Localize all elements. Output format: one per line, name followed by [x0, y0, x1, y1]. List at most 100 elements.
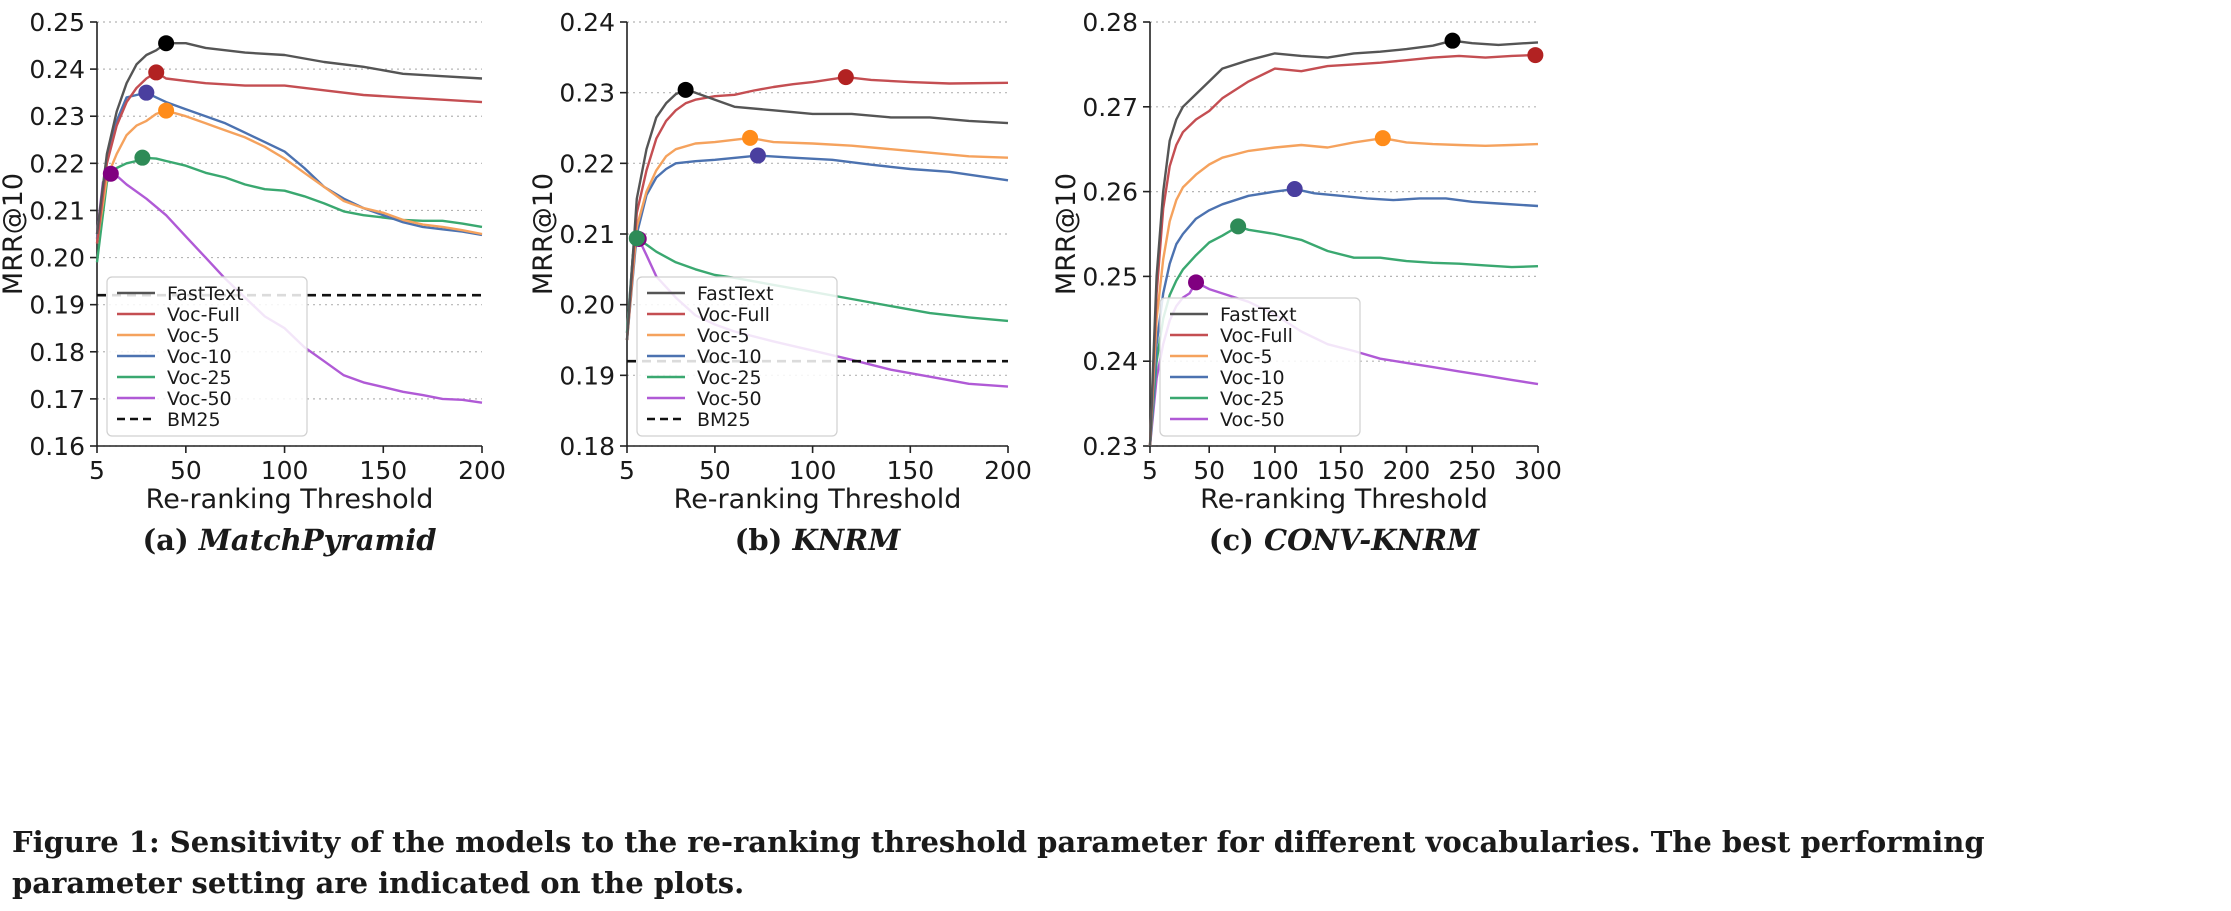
best-point-voc-full: [837, 69, 854, 86]
chart-knrm: 0.18 0.19 0.20 0.21 0.22 0.23 0.24 5 50 100 150 200…: [528, 8, 1032, 557]
y-tick-label: 0.25: [29, 8, 85, 37]
legend: FastTextVoc-FullVoc-5Voc-10Voc-25Voc-50B…: [636, 276, 838, 437]
legend-label-fasttext: FastText: [167, 283, 244, 305]
subfigure-label: (a): [142, 523, 198, 557]
legend-box: [1159, 297, 1361, 437]
legend-label-voc-25: Voc-25: [697, 367, 762, 389]
legend-label-voc-full: Voc-Full: [1220, 325, 1293, 347]
y-axis-label: MRR@10: [0, 173, 29, 295]
y-tick-label: 0.21: [29, 196, 85, 225]
best-point-fasttext: [1444, 32, 1461, 49]
y-tick-label: 0.23: [1082, 432, 1138, 461]
legend-label-voc-10: Voc-10: [167, 346, 232, 368]
subfigure-title: (a) MatchPyramid: [142, 523, 436, 557]
chart-conv-knrm: 0.23 0.24 0.25 0.26 0.27 0.28 5 50 100 150 200 250 3…: [1051, 8, 1562, 557]
series-line-voc-full: [625, 75, 1009, 341]
x-tick-label: 150: [359, 456, 407, 485]
y-tick-label: 0.17: [29, 385, 85, 414]
best-point-voc-50: [102, 165, 119, 182]
best-point-fasttext: [158, 35, 175, 52]
best-point-voc-50: [1188, 274, 1205, 291]
best-point-voc-25: [1230, 218, 1247, 235]
series-line-voc-full: [1148, 53, 1536, 447]
best-point-fasttext: [677, 81, 694, 98]
x-tick-label: 50: [1193, 456, 1225, 485]
subfigure-name: CONV-KNRM: [1264, 523, 1480, 557]
series-line-voc-5: [1148, 137, 1539, 447]
best-point-voc-10: [1286, 181, 1303, 198]
y-tick-label: 0.16: [29, 432, 85, 461]
legend-label-bm25: BM25: [697, 409, 751, 431]
legend-label-voc-50: Voc-50: [1220, 409, 1285, 431]
x-tick-label: 200: [984, 456, 1032, 485]
best-point-voc-5: [1374, 130, 1391, 147]
caption-line-1: Figure 1: Sensitivity of the models to t…: [12, 825, 1985, 859]
series-line-voc-5: [95, 109, 483, 244]
y-axis-label: MRR@10: [528, 173, 559, 295]
subfigure-title: (b) KNRM: [735, 523, 902, 557]
y-tick-label: 0.22: [29, 149, 85, 178]
figure-caption: Figure 1: Sensitivity of the models to t…: [12, 825, 1985, 900]
y-tick-label: 0.18: [29, 338, 85, 367]
subfigure-title: (c) CONV-KNRM: [1209, 523, 1480, 557]
y-tick-label: 0.23: [29, 102, 85, 131]
best-point-voc-25: [134, 149, 151, 166]
x-tick-label: 5: [89, 456, 105, 485]
legend-box: [636, 276, 838, 437]
x-axis-label: Re-ranking Threshold: [674, 484, 962, 515]
x-axis-label: Re-ranking Threshold: [146, 484, 434, 515]
caption-line-2: parameter setting are indicated on the p…: [12, 866, 744, 900]
y-tick-label: 0.24: [1082, 347, 1138, 376]
series-line-fasttext: [95, 42, 483, 235]
x-tick-label: 150: [886, 456, 934, 485]
series-line-voc-10: [95, 91, 483, 239]
y-tick-label: 0.24: [29, 55, 85, 84]
legend-label-voc-full: Voc-Full: [167, 304, 240, 326]
best-point-voc-full: [148, 64, 165, 81]
y-tick-label: 0.27: [1082, 93, 1138, 122]
y-tick-label: 0.22: [559, 149, 615, 178]
y-tick-label: 0.26: [1082, 178, 1138, 207]
x-tick-label: 5: [1142, 456, 1158, 485]
legend: FastTextVoc-FullVoc-5Voc-10Voc-25Voc-50B…: [106, 276, 308, 437]
y-tick-label: 0.18: [559, 432, 615, 461]
best-point-voc-10: [749, 147, 766, 164]
subfigure-label: (b): [735, 523, 793, 557]
x-tick-label: 50: [699, 456, 731, 485]
legend-label-voc-50: Voc-50: [167, 388, 232, 410]
x-tick-label: 200: [458, 456, 506, 485]
x-axis-label: Re-ranking Threshold: [1200, 484, 1488, 515]
subfigure-name: KNRM: [791, 523, 901, 557]
legend-label-voc-5: Voc-5: [167, 325, 220, 347]
legend-label-voc-10: Voc-10: [697, 346, 762, 368]
legend-label-voc-5: Voc-5: [697, 325, 750, 347]
legend-label-fasttext: FastText: [1220, 304, 1297, 326]
x-tick-label: 100: [261, 456, 309, 485]
x-tick-label: 5: [619, 456, 635, 485]
x-tick-label: 50: [170, 456, 202, 485]
y-tick-label: 0.20: [29, 244, 85, 273]
series-line-voc-10: [1148, 187, 1539, 447]
legend-label-voc-full: Voc-Full: [697, 304, 770, 326]
best-point-voc-full: [1527, 47, 1544, 64]
y-tick-label: 0.20: [559, 291, 615, 320]
y-tick-label: 0.25: [1082, 262, 1138, 291]
best-point-voc-5: [742, 129, 759, 146]
y-tick-label: 0.23: [559, 79, 615, 108]
series-line-fasttext: [625, 88, 1009, 341]
legend-label-voc-10: Voc-10: [1220, 367, 1285, 389]
best-point-voc-5: [158, 102, 175, 119]
series-line-voc-10: [625, 154, 1009, 341]
legend-label-voc-25: Voc-25: [167, 367, 232, 389]
caption-text-1: Sensitivity of the models to the re-rank…: [170, 825, 1985, 859]
x-tick-label: 200: [1383, 456, 1431, 485]
legend-label-fasttext: FastText: [697, 283, 774, 305]
legend-box: [106, 276, 308, 437]
x-tick-label: 150: [1317, 456, 1365, 485]
y-tick-label: 0.19: [29, 291, 85, 320]
series-line-voc-full: [95, 71, 483, 244]
x-tick-label: 100: [789, 456, 837, 485]
x-tick-label: 100: [1251, 456, 1299, 485]
